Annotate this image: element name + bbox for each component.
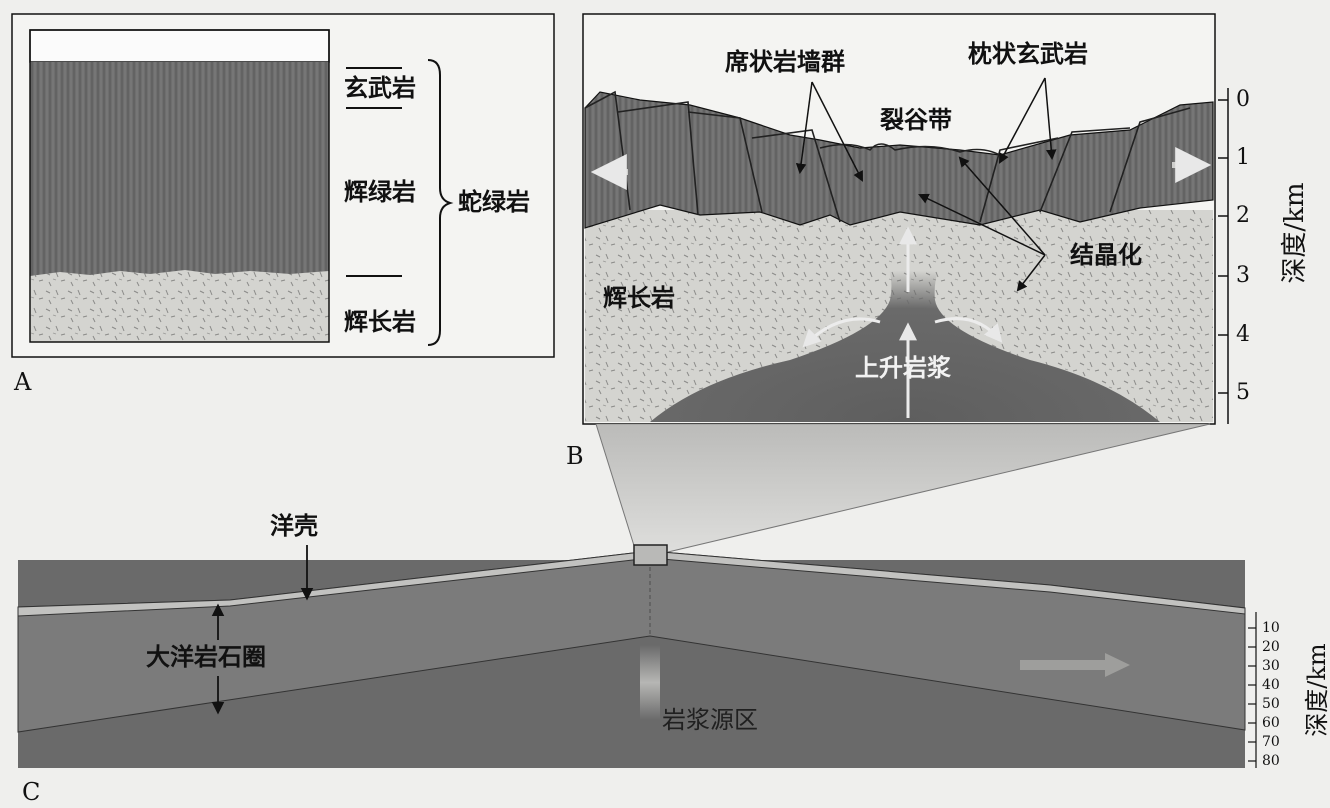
rift-zone-label: 裂谷带 (880, 105, 952, 134)
depth-c-80: 80 (1262, 753, 1280, 769)
depth-axis-c-title: 深度/km (1303, 643, 1330, 737)
depth-c-30: 30 (1262, 658, 1280, 674)
zoom-edge-left (595, 423, 637, 553)
diabase-label: 辉绿岩 (344, 177, 416, 206)
rising-magma-plume (650, 220, 1160, 422)
depth-b-0: 0 (1236, 87, 1250, 112)
depth-c-50: 50 (1262, 696, 1280, 712)
panel-b-depth-axis (1218, 88, 1229, 424)
depth-c-60: 60 (1262, 715, 1280, 731)
column-top (29, 29, 330, 63)
depth-b-4: 4 (1236, 322, 1250, 347)
dike-block-2 (617, 101, 699, 216)
dike-block-4 (751, 129, 841, 223)
depth-c-40: 40 (1262, 677, 1280, 693)
ophiolite-brace (427, 59, 454, 346)
plate-motion-arrow (1020, 653, 1130, 677)
panel-c-depth-axis (1248, 612, 1257, 768)
gabbro-label-b: 辉长岩 (603, 283, 675, 312)
panel-a (11, 13, 555, 358)
depth-b-1: 1 (1236, 145, 1250, 170)
rising-magma-label: 上升岩浆 (855, 353, 951, 382)
rift-floor (819, 143, 1006, 159)
magma-arrow-right (934, 317, 1003, 343)
depth-c-20: 20 (1262, 639, 1280, 655)
panel-c-letter: C (22, 778, 41, 806)
crystallization-leader-3 (1016, 254, 1046, 292)
depth-b-2: 2 (1236, 203, 1250, 228)
panel-c (17, 544, 1257, 768)
sheeted-dikes-leader-2 (811, 81, 863, 182)
pillow-basalt-leader-1 (999, 77, 1046, 164)
depth-b-3: 3 (1236, 263, 1250, 288)
panel-b (582, 13, 1229, 425)
dike-block-6 (1039, 127, 1131, 213)
basalt-diabase-layer (30, 62, 329, 276)
dike-block-5 (979, 137, 1059, 223)
oceanic-lithosphere-label: 大洋岩石圈 (146, 642, 266, 671)
magma-glow (640, 645, 660, 720)
panel-b-letter: B (566, 442, 584, 470)
ophiolite-label: 蛇绿岩 (458, 187, 530, 216)
oceanic-crust (17, 550, 1246, 617)
depth-c-70: 70 (1262, 734, 1280, 750)
pillow-basalt-label: 枕状玄武岩 (968, 39, 1088, 68)
depth-c-10: 10 (1262, 620, 1280, 636)
crystallization-leader-1 (918, 193, 1046, 256)
dike-block-3 (687, 111, 763, 213)
crystallization-label: 结晶化 (1070, 240, 1142, 269)
pillow-basalt-leader-2 (1044, 77, 1057, 161)
magma-source-label: 岩浆源区 (662, 706, 758, 734)
crystallization-leader-2 (958, 156, 1046, 256)
column-outline (29, 29, 330, 343)
panel-a-letter: A (14, 368, 32, 396)
zoom-connector (596, 424, 1210, 552)
sheeted-dikes-label: 席状岩墙群 (725, 47, 845, 76)
zoom-edge-right (667, 423, 1211, 553)
magma-arrow-left (802, 317, 881, 348)
depth-axis-b-title: 深度/km (1280, 182, 1310, 284)
gabbro-label-a: 辉长岩 (344, 307, 416, 336)
sheeted-dikes-leader-1 (795, 81, 813, 175)
oceanic-crust-label: 洋壳 (270, 511, 318, 540)
depth-b-5: 5 (1236, 380, 1250, 405)
gabbro-layer (30, 270, 329, 342)
dike-block-7 (1109, 107, 1191, 213)
zoom-box (633, 544, 668, 566)
basalt-label-a: 玄武岩 (344, 73, 416, 102)
dike-blocks (584, 90, 1191, 223)
